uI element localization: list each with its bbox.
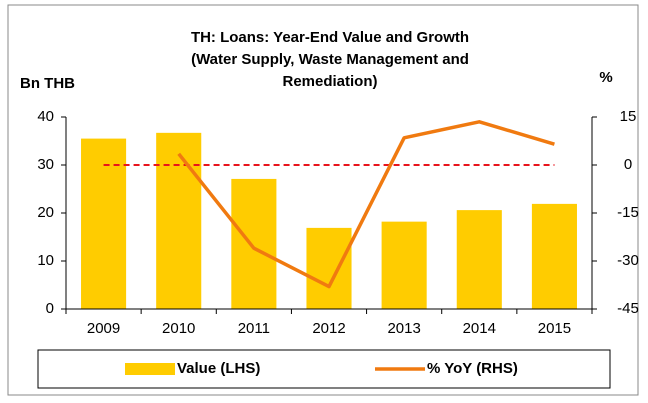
- y-tick-label: 30: [37, 156, 54, 173]
- y2-axis-label: %: [599, 69, 612, 86]
- y-tick-label: 0: [46, 300, 54, 317]
- y-axis-label: Bn THB: [20, 75, 75, 92]
- bar: [531, 203, 577, 309]
- chart-title: TH: Loans: Year-End Value and Growth: [191, 29, 469, 46]
- x-tick-label: 2010: [162, 320, 195, 337]
- y-tick-label: 10: [37, 252, 54, 269]
- bar: [456, 210, 502, 309]
- y2-tick-label: -15: [617, 204, 639, 221]
- bar: [381, 221, 427, 309]
- legend-box: [37, 349, 611, 389]
- legend-swatch: [125, 363, 175, 375]
- bar: [306, 227, 352, 309]
- line: [177, 120, 555, 289]
- y2-tick-label: 15: [620, 108, 637, 125]
- bar: [231, 178, 277, 309]
- y-tick-label: 20: [37, 204, 54, 221]
- y-tick-label: 40: [37, 108, 54, 125]
- bar: [81, 138, 127, 309]
- x-tick-label: 2012: [312, 320, 345, 337]
- legend-label: Value (LHS): [177, 360, 260, 377]
- x-tick-label: 2014: [463, 320, 496, 337]
- legend-label: % YoY (RHS): [427, 360, 518, 377]
- y2-tick-label: 0: [624, 156, 632, 173]
- chart-title: Remediation): [282, 73, 377, 90]
- x-tick-label: 2015: [538, 320, 571, 337]
- x-tick-label: 2011: [238, 320, 270, 337]
- chart-title: (Water Supply, Waste Management and: [191, 51, 469, 68]
- x-tick-label: 2009: [87, 320, 120, 337]
- bar: [156, 132, 202, 309]
- y2-tick-label: -45: [617, 300, 639, 317]
- x-tick-label: 2013: [387, 320, 420, 337]
- y2-tick-label: -30: [617, 252, 639, 269]
